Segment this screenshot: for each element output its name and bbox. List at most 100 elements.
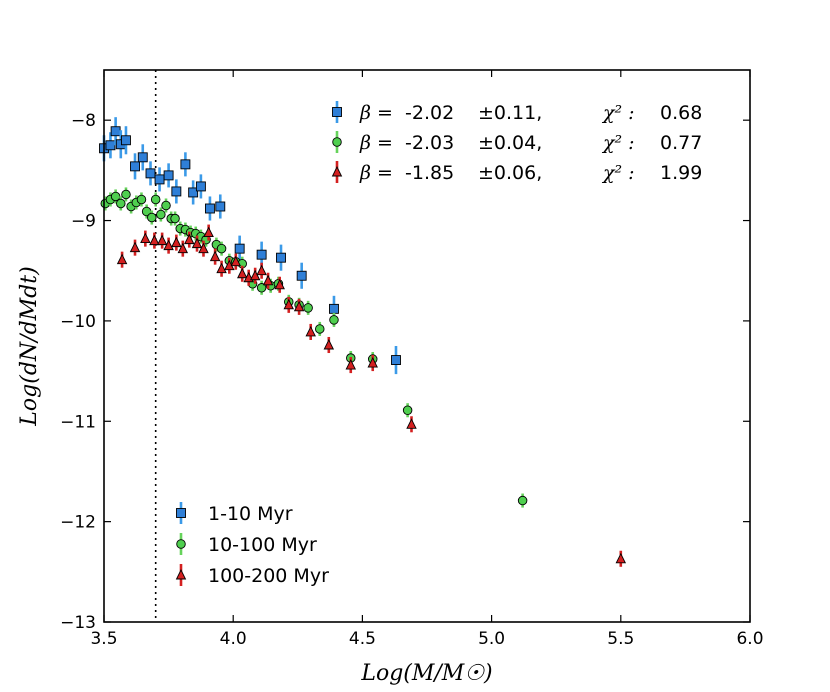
data-point — [517, 495, 528, 506]
data-point — [156, 209, 166, 220]
y-tick-label: −13 — [60, 613, 96, 633]
data-point — [329, 303, 339, 314]
data-point — [140, 232, 151, 244]
data-point — [406, 418, 417, 429]
y-axis-label: Log(dN/dMdt) — [17, 266, 42, 426]
fit-beta-error: ±0.06, — [478, 162, 542, 184]
data-point — [276, 252, 286, 263]
fit-legend-marker — [332, 107, 342, 117]
data-point — [283, 298, 294, 310]
data-point — [129, 241, 141, 253]
data-point — [130, 161, 140, 172]
data-point — [402, 405, 413, 415]
y-tick-label: −8 — [71, 111, 96, 131]
data-point — [137, 152, 148, 163]
fit-beta-value: -2.02 — [405, 102, 454, 124]
x-tick-label: 6.0 — [736, 629, 763, 649]
y-tick-label: −9 — [71, 212, 96, 232]
fit-chi2-value: 1.99 — [660, 162, 702, 184]
data-point — [256, 264, 267, 276]
data-point — [191, 237, 203, 249]
data-point — [150, 194, 161, 205]
data-point — [315, 324, 325, 334]
data-point — [256, 249, 267, 260]
fit-beta-error: ±0.04, — [478, 132, 542, 154]
data-point — [230, 255, 242, 267]
data-point — [105, 140, 116, 151]
y-tick-label: −11 — [60, 412, 96, 432]
fit-chi2-value: 0.77 — [660, 132, 702, 154]
data-point — [237, 267, 248, 279]
data-point — [147, 212, 157, 223]
data-point — [215, 201, 226, 212]
data-point — [296, 270, 307, 281]
fit-beta-error: ±0.11, — [478, 102, 542, 124]
y-tick-label: −12 — [60, 513, 96, 533]
data-point — [184, 233, 195, 245]
data-point — [170, 213, 180, 224]
data-point — [154, 174, 165, 185]
legend-label: 10-100 Myr — [208, 534, 317, 556]
fit-beta-label: β = — [359, 132, 393, 154]
data-point — [121, 189, 131, 200]
data-point — [116, 253, 128, 265]
data-point — [216, 243, 227, 254]
data-point — [121, 135, 131, 146]
data-point — [391, 355, 401, 366]
plot-area-frame — [103, 69, 751, 623]
data-point — [110, 126, 121, 137]
x-tick-label: 5.5 — [607, 629, 634, 649]
data-point — [256, 283, 267, 293]
legend-label: 1-10 Myr — [208, 503, 293, 525]
data-point — [198, 242, 209, 254]
data-point — [163, 239, 174, 251]
data-point — [209, 250, 221, 262]
data-point — [249, 269, 261, 281]
data-point — [262, 274, 274, 286]
fit-chi2-label: χ² : — [601, 102, 635, 124]
data-point — [177, 242, 189, 254]
fit-beta-label: β = — [359, 162, 393, 184]
data-point — [367, 357, 378, 368]
data-points — [99, 117, 627, 567]
fit-chi2-value: 0.68 — [660, 102, 702, 124]
legend-marker — [176, 508, 186, 518]
data-point — [203, 226, 214, 238]
fit-chi2-label: χ² : — [601, 132, 635, 154]
fit-beta-value: -1.85 — [405, 162, 454, 184]
x-axis-label: Log(M/M☉) — [360, 661, 492, 686]
data-point — [188, 187, 199, 198]
data-point — [204, 203, 215, 214]
data-point — [116, 198, 126, 209]
x-tick-label: 4.0 — [220, 629, 247, 649]
data-point — [149, 234, 160, 246]
x-tick-label: 3.5 — [90, 629, 117, 649]
data-point — [329, 315, 339, 325]
data-point — [274, 278, 285, 290]
fit-legend-marker — [331, 165, 343, 177]
data-point — [323, 338, 335, 350]
data-point — [234, 243, 245, 254]
data-point — [293, 300, 305, 312]
y-tick-label: −10 — [60, 312, 96, 332]
series-circle — [100, 187, 528, 508]
data-point — [216, 262, 227, 274]
data-point — [145, 168, 156, 179]
data-point — [171, 186, 182, 197]
data-point — [136, 194, 147, 205]
series-triangle — [116, 224, 627, 567]
x-tick-label: 5.0 — [478, 629, 505, 649]
legend-label: 100-200 Myr — [208, 565, 329, 587]
data-point — [171, 236, 182, 248]
fit-beta-value: -2.03 — [405, 132, 454, 154]
data-point — [161, 200, 171, 211]
data-point — [195, 181, 206, 192]
tick-labels: 3.5 4.0 4.5 5.0 5.5 6.0 −8 −9 −10 −11 −12 −13 — [60, 111, 763, 649]
data-point — [615, 552, 627, 564]
series-square — [99, 117, 401, 375]
legend-marker — [175, 568, 187, 580]
data-point — [156, 234, 168, 246]
data-point — [345, 359, 357, 370]
fit-results-legend: β = -2.02 ±0.11, χ² : 0.68 β = -2.03 ±0.04, χ² :… — [331, 101, 702, 184]
